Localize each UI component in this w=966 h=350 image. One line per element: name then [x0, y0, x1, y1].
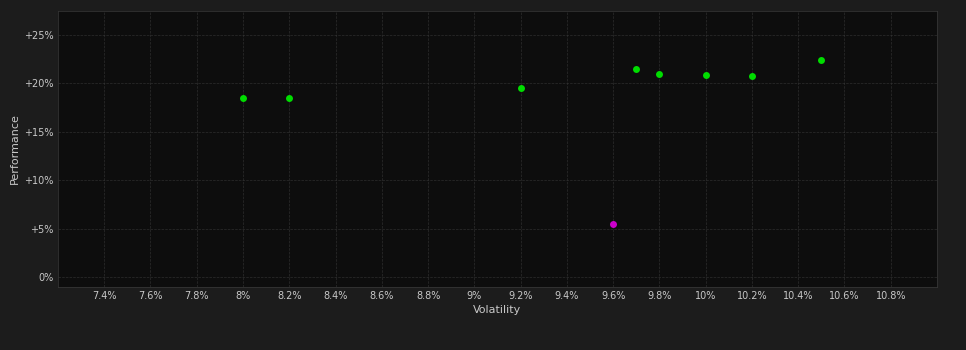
- Point: [606, 221, 621, 227]
- Point: [744, 73, 759, 78]
- Point: [513, 85, 528, 91]
- Point: [652, 71, 668, 76]
- Y-axis label: Performance: Performance: [10, 113, 20, 184]
- Point: [813, 57, 829, 63]
- Point: [698, 72, 714, 77]
- X-axis label: Volatility: Volatility: [473, 305, 522, 315]
- Point: [629, 66, 644, 71]
- Point: [281, 95, 297, 100]
- Point: [236, 95, 251, 100]
